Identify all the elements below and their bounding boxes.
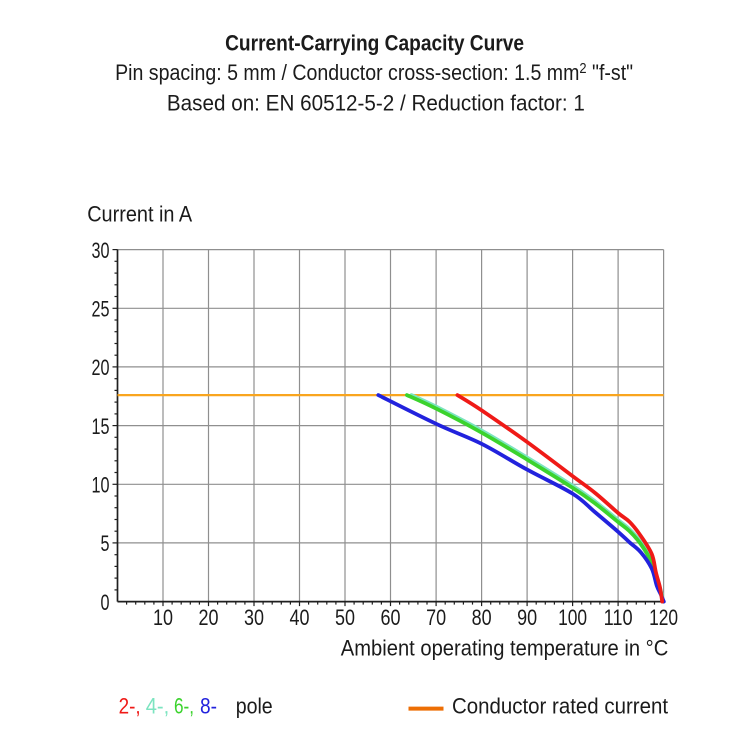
svg-text:80: 80: [472, 605, 492, 630]
svg-text:20: 20: [92, 355, 110, 380]
svg-text:5: 5: [101, 531, 110, 556]
svg-text:Based on: EN 60512-5-2 / Reduc: Based on: EN 60512-5-2 / Reduction facto…: [167, 91, 585, 116]
svg-text:4-,: 4-,: [146, 694, 170, 719]
svg-text:30: 30: [244, 605, 264, 630]
svg-text:50: 50: [335, 605, 355, 630]
svg-text:0: 0: [101, 590, 110, 615]
svg-text:120: 120: [649, 605, 678, 630]
svg-text:30: 30: [92, 238, 110, 263]
svg-text:Pin spacing: 5 mm / Conductor: Pin spacing: 5 mm / Conductor cross-sect…: [115, 60, 633, 85]
svg-text:6-,: 6-,: [174, 694, 194, 719]
svg-text:20: 20: [199, 605, 219, 630]
svg-text:40: 40: [290, 605, 310, 630]
svg-text:8-: 8-: [200, 694, 217, 719]
svg-text:2-,: 2-,: [119, 694, 141, 719]
svg-text:60: 60: [381, 605, 401, 630]
svg-text:Conductor rated current: Conductor rated current: [452, 694, 668, 719]
svg-text:90: 90: [517, 605, 537, 630]
svg-text:100: 100: [558, 605, 587, 630]
svg-text:15: 15: [92, 414, 110, 439]
svg-text:Current in A: Current in A: [87, 202, 192, 227]
svg-text:pole: pole: [236, 694, 273, 719]
svg-text:25: 25: [92, 297, 110, 322]
svg-text:110: 110: [604, 605, 633, 630]
svg-text:10: 10: [153, 605, 173, 630]
svg-text:Current-Carrying Capacity Curv: Current-Carrying Capacity Curve: [225, 31, 524, 56]
svg-text:10: 10: [92, 473, 110, 498]
svg-text:70: 70: [426, 605, 446, 630]
svg-text:Ambient operating temperature: Ambient operating temperature in °C: [341, 636, 669, 661]
